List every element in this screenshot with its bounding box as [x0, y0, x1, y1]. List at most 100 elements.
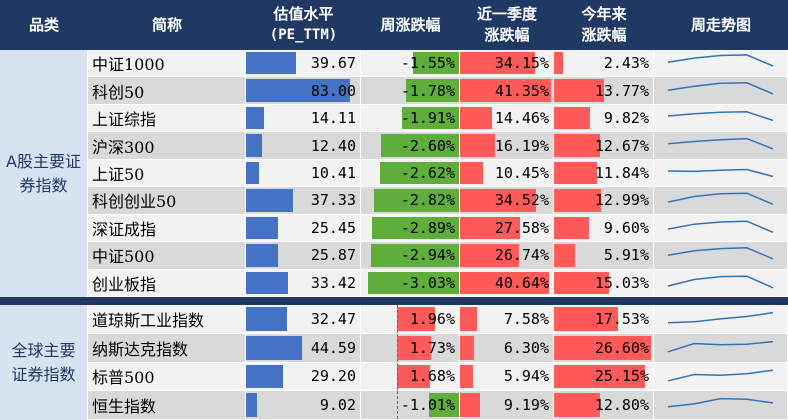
trend-line	[667, 168, 774, 177]
week-bar-negative	[368, 271, 459, 294]
quarter-bar	[460, 216, 521, 240]
ytd-bar	[554, 393, 601, 417]
quarter-change-cell: 10.45%	[460, 159, 554, 188]
quarter-change-value: 5.94%	[503, 367, 549, 386]
week-bar-negative	[380, 161, 459, 185]
trend-sparkline	[667, 368, 774, 382]
trend-cell	[654, 269, 788, 297]
quarter-bar	[460, 335, 474, 360]
ytd-change-value: 11.84%	[594, 163, 649, 182]
week-change-cell: -1.78%	[361, 77, 460, 105]
pe-bar	[246, 271, 288, 294]
header-ytd-line1: 今年来	[581, 5, 627, 23]
week-change-value: -2.62%	[400, 163, 455, 182]
quarter-change-value: 34.52%	[494, 191, 549, 210]
trend-cell	[654, 132, 788, 160]
trend-line	[667, 220, 774, 233]
ytd-change-value: 9.82%	[603, 109, 649, 128]
quarter-bar	[460, 52, 535, 75]
pe-cell: 29.20	[246, 362, 361, 392]
ytd-change-value: 5.91%	[603, 246, 649, 265]
trend-line	[667, 398, 774, 408]
trend-sparkline	[667, 274, 774, 289]
quarter-change-cell: 16.19%	[460, 132, 554, 160]
week-bar-negative	[372, 216, 459, 240]
trend-cell	[654, 305, 788, 334]
week-change-value: -3.03%	[400, 273, 455, 292]
category-global: 全球主要证券指数	[0, 305, 88, 420]
quarter-change-cell: 34.52%	[460, 187, 554, 215]
header-category: 品类	[0, 0, 88, 50]
pe-value: 83.00	[310, 81, 356, 100]
pe-bar	[246, 134, 262, 157]
trend-sparkline	[667, 398, 774, 408]
trend-cell	[654, 159, 788, 188]
week-change-cell: -2.62%	[361, 159, 460, 188]
trend-cell	[654, 50, 788, 78]
quarter-change-cell: 5.94%	[460, 362, 554, 392]
week-change-value: 1.96%	[409, 309, 455, 328]
quarter-change-value: 41.35%	[494, 81, 549, 100]
week-bar-positive	[397, 364, 430, 389]
week-change-value: -2.89%	[400, 218, 455, 237]
quarter-bar	[460, 79, 551, 102]
ytd-bar	[554, 364, 646, 389]
pe-value: 12.40	[310, 136, 356, 155]
trend-line	[667, 110, 774, 121]
quarter-change-value: 14.46%	[494, 109, 549, 128]
trend-line	[667, 82, 774, 96]
trend-sparkline	[667, 110, 774, 121]
trend-cell	[654, 391, 788, 420]
header-quarter: 近一季度 涨跌幅	[460, 0, 554, 50]
pe-value: 33.42	[310, 273, 356, 292]
index-name-cell: 科创50	[88, 77, 246, 105]
header-pe: 估值水平 (PE_TTM)	[246, 0, 361, 50]
quarter-change-cell: 27.58%	[460, 214, 554, 243]
trend-cell	[654, 187, 788, 215]
index-name: 沪深300	[92, 137, 155, 157]
index-name-cell: 创业板指	[88, 269, 246, 297]
trend-line	[667, 247, 774, 260]
index-name-cell: 纳斯达克指数	[88, 333, 246, 363]
week-bar-positive	[397, 307, 436, 331]
quarter-change-value: 9.19%	[503, 396, 549, 415]
trend-sparkline	[667, 247, 774, 260]
week-bar-negative	[370, 244, 459, 267]
week-bar-negative	[412, 52, 459, 75]
week-change-value: -2.82%	[400, 191, 455, 210]
index-name: 科创创业50	[92, 192, 177, 212]
index-name-cell: 上证综指	[88, 104, 246, 133]
pe-value: 37.33	[310, 191, 356, 210]
pe-value: 44.59	[310, 338, 356, 357]
ytd-bar	[554, 106, 590, 130]
trend-cell	[654, 104, 788, 133]
pe-cell: 12.40	[246, 132, 361, 160]
trend-line	[667, 368, 774, 382]
pe-cell: 25.87	[246, 242, 361, 270]
trend-sparkline	[667, 192, 774, 206]
ytd-change-cell: 5.91%	[554, 242, 654, 270]
pe-cell: 10.41	[246, 159, 361, 188]
ytd-change-cell: 13.77%	[554, 77, 654, 105]
week-change-cell: -2.94%	[361, 242, 460, 270]
header-name: 简称	[88, 0, 246, 50]
trend-sparkline	[667, 220, 774, 233]
ytd-change-cell: 12.99%	[554, 187, 654, 215]
index-name-cell: 科创创业50	[88, 187, 246, 215]
quarter-change-cell: 7.58%	[460, 305, 554, 334]
index-name: 科创50	[92, 82, 145, 102]
pe-cell: 44.59	[246, 333, 361, 363]
header-quarter-line2: 涨跌幅	[484, 26, 530, 44]
ytd-change-value: 15.03%	[594, 273, 649, 292]
pe-value: 10.41	[310, 163, 356, 182]
quarter-change-value: 27.58%	[494, 218, 549, 237]
pe-value: 29.20	[310, 367, 356, 386]
quarter-change-cell: 9.19%	[460, 391, 554, 420]
week-change-value: -1.01%	[400, 396, 455, 415]
quarter-change-value: 7.58%	[503, 309, 549, 328]
week-change-cell: -1.01%	[361, 391, 460, 420]
pe-bar	[246, 393, 258, 417]
week-bar-negative	[405, 79, 459, 102]
week-bar-negative	[428, 393, 459, 417]
ytd-change-cell: 2.43%	[554, 50, 654, 78]
